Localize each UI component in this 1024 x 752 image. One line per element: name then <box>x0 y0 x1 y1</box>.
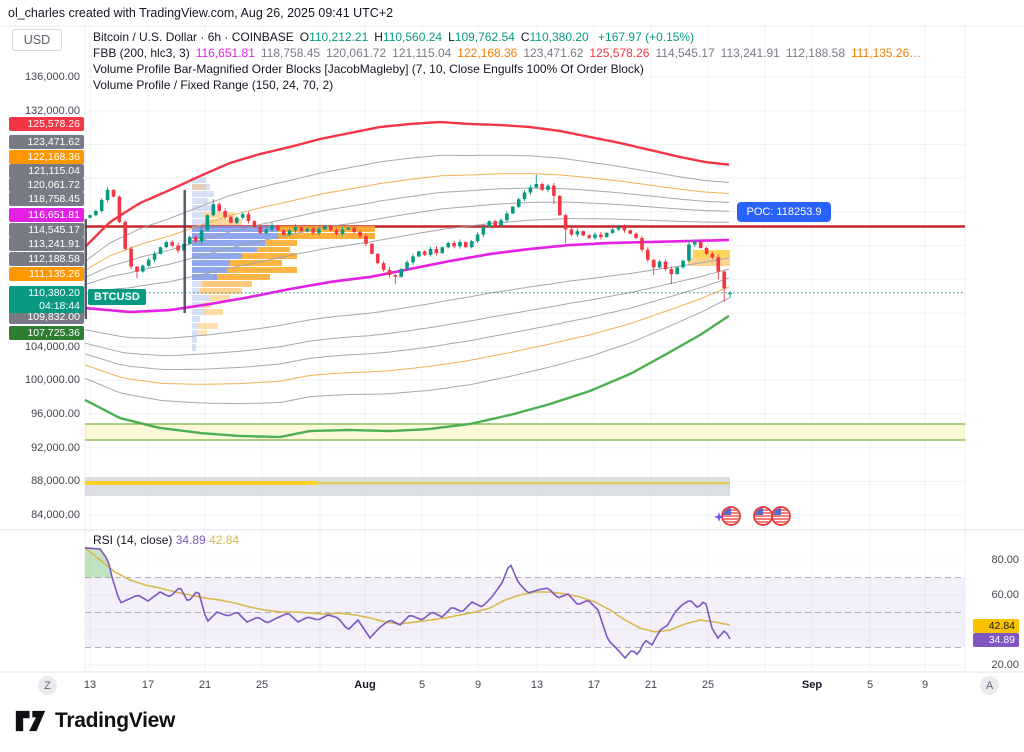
fbb-value: 125,578.26 <box>589 46 650 60</box>
price-tick-label: 100,000.00 <box>24 374 80 386</box>
time-tick-label: 13 <box>83 679 97 691</box>
fbb-value: 120,061.72 <box>326 46 387 60</box>
time-tick-label: 25 <box>255 679 269 691</box>
fbb-value: 113,241.91 <box>720 46 780 60</box>
time-tick-label: 13 <box>530 679 544 691</box>
time-tick-label: Aug <box>354 679 376 691</box>
ohlc-values: O110,212.21 H110,560.24 L109,762.54 C110,38… <box>300 30 595 44</box>
time-tick-label: 9 <box>921 679 929 691</box>
price-tick-label: 132,000.00 <box>24 105 80 117</box>
ohlc-value: H110,560.24 <box>374 30 443 44</box>
price-tick-label: 92,000.00 <box>31 442 80 454</box>
rsi-tick-label: 80.00 <box>991 554 1019 566</box>
price-level-badge: 125,578.26 <box>9 117 84 131</box>
bar-countdown: 04:18:44 <box>39 300 80 312</box>
ohlc-value: C110,380.20 <box>520 30 589 44</box>
volume-profile-fr-legend-row[interactable]: Volume Profile / Fixed Range (150, 24, 7… <box>93 78 333 93</box>
rsi-tick-label: 20.00 <box>991 659 1019 671</box>
sparkle-icon <box>714 512 724 522</box>
price-tick-label: 96,000.00 <box>31 408 80 420</box>
price-level-badge: 118,758.45 <box>9 192 84 206</box>
fbb-title: FBB (200, hlc3, 3) <box>93 46 190 60</box>
symbol-title: Bitcoin / U.S. Dollar · 6h · COINBASE <box>93 30 294 44</box>
time-tick-label: 9 <box>474 679 482 691</box>
fbb-value: 123,471.62 <box>523 46 584 60</box>
time-tick-label: 5 <box>418 679 426 691</box>
price-level-badge: 109,832.00 <box>9 310 84 324</box>
price-tick-label: 88,000.00 <box>31 475 80 487</box>
rsi-signal-value: 42.84 <box>209 533 240 547</box>
fbb-value: 116,651.81 <box>195 46 255 60</box>
time-tick-label: 21 <box>644 679 658 691</box>
us-flag-event-icon[interactable] <box>753 506 773 526</box>
attribution-text: ol_charles created with TradingView.com,… <box>8 6 394 20</box>
ohlc-value: O110,212.21 <box>299 30 369 44</box>
price-level-badge: 111,135.26 <box>9 267 84 281</box>
time-tick-label: 25 <box>701 679 715 691</box>
vp-ob-title: Volume Profile Bar-Magnified Order Block… <box>93 62 644 76</box>
price-level-badge: 107,725.36 <box>9 326 84 340</box>
rsi-tick-label: 60.00 <box>991 589 1019 601</box>
price-level-badge: 121,115.04 <box>9 164 84 178</box>
fbb-value: 112,188.58 <box>785 46 845 60</box>
price-level-badge: 112,188.58 <box>9 252 84 266</box>
price-tick-label: 84,000.00 <box>31 509 80 521</box>
fbb-value: 118,758.45 <box>260 46 321 60</box>
tradingview-logo-text: TradingView <box>55 709 176 732</box>
us-flag-event-icon[interactable] <box>771 506 791 526</box>
poc-tooltip: POC: 118253.9 <box>737 202 831 222</box>
volume-profile-ob-legend-row[interactable]: Volume Profile Bar-Magnified Order Block… <box>93 62 644 77</box>
time-axis-left-hint: Z <box>38 676 57 695</box>
price-change: +167.97 (+0.15%) <box>598 30 695 44</box>
time-tick-label: 17 <box>587 679 601 691</box>
price-level-badge: 122,168.36 <box>9 150 84 164</box>
price-tick-label: 136,000.00 <box>24 71 80 83</box>
us-flag-event-icon[interactable] <box>721 506 741 526</box>
price-level-badge: 114,545.17 <box>9 223 84 237</box>
fbb-legend-row[interactable]: FBB (200, hlc3, 3) 116,651.81 118,758.45 12… <box>93 46 927 61</box>
time-tick-label: Sep <box>801 679 823 691</box>
fbb-value: 111,135.26… <box>851 46 922 60</box>
price-level-badge: 116,651.81 <box>9 208 84 222</box>
tradingview-logo-icon <box>15 710 46 732</box>
price-tick-label: 104,000.00 <box>24 341 80 353</box>
price-level-badge: 113,241.91 <box>9 237 84 251</box>
time-tick-label: 17 <box>141 679 155 691</box>
time-axis-right-hint: A <box>980 676 999 695</box>
current-price-badge: 110,380.20 04:18:44 <box>9 286 84 313</box>
rsi-main-value: 34.89 <box>175 533 206 547</box>
symbol-legend-row[interactable]: Bitcoin / U.S. Dollar · 6h · COINBASE O11… <box>93 30 700 45</box>
time-tick-label: 21 <box>198 679 212 691</box>
fbb-value: 121,115.04 <box>392 46 452 60</box>
price-level-badge: 120,061.72 <box>9 178 84 192</box>
vp-fr-title: Volume Profile / Fixed Range (150, 24, 7… <box>93 78 334 92</box>
fbb-value: 114,545.17 <box>655 46 715 60</box>
currency-unit-button[interactable]: USD <box>12 29 62 51</box>
fbb-value: 122,168.36 <box>457 46 518 60</box>
ohlc-value: L109,762.54 <box>448 30 515 44</box>
tradingview-brand[interactable]: TradingView <box>14 708 175 734</box>
current-price: 110,380.20 <box>28 287 80 299</box>
symbol-flag-badge: BTCUSD <box>88 289 146 305</box>
price-level-badge: 123,471.62 <box>9 135 84 149</box>
rsi-legend-row[interactable]: RSI (14, close) 34.89 42.84 <box>93 533 239 547</box>
time-tick-label: 5 <box>866 679 874 691</box>
rsi-value-badge: 42.84 <box>973 619 1019 633</box>
rsi-value-badge: 34.89 <box>973 633 1019 647</box>
fbb-values: 116,651.81 118,758.45 120,061.72 121,115.04… <box>196 46 928 60</box>
rsi-title: RSI (14, close) <box>93 533 173 547</box>
